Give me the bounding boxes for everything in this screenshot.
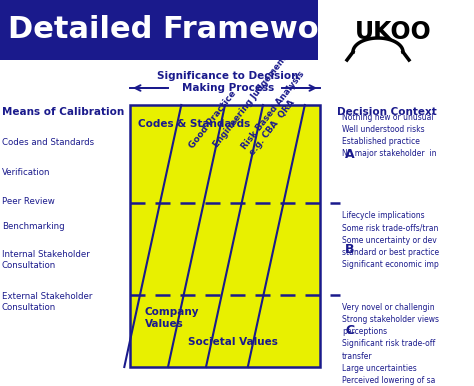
Text: Detailed Framework: Detailed Framework — [8, 15, 354, 44]
Text: Peer Review: Peer Review — [2, 197, 55, 206]
Text: Codes & Standards: Codes & Standards — [138, 119, 250, 129]
Text: B: B — [345, 242, 355, 256]
Text: C: C — [345, 325, 354, 337]
Text: Decision Context: Decision Context — [337, 107, 437, 117]
Text: Significance to Decision
Making Process: Significance to Decision Making Process — [157, 71, 299, 93]
Text: Company
Values: Company Values — [145, 307, 200, 328]
Text: Internal Stakeholder
Consultation: Internal Stakeholder Consultation — [2, 250, 90, 270]
Text: UKOO: UKOO — [355, 20, 432, 44]
Text: Lifecycle implications
Some risk trade-offs/tran
Some uncertainty or dev
standar: Lifecycle implications Some risk trade-o… — [342, 211, 439, 269]
Text: Benchmarking: Benchmarking — [2, 222, 64, 231]
Text: Risk Based Analysis
e.g. CBA  QRA: Risk Based Analysis e.g. CBA QRA — [240, 69, 315, 157]
Text: Good Practice: Good Practice — [187, 89, 237, 151]
Text: Very novel or challengin
Strong stakeholder views
perceptions
Significant risk t: Very novel or challengin Strong stakehol… — [342, 303, 439, 385]
Text: Nothing new or unusual
Well understood risks
Established practice
No major stake: Nothing new or unusual Well understood r… — [342, 113, 437, 158]
Text: Codes and Standards: Codes and Standards — [2, 138, 94, 147]
Bar — [130, 105, 320, 367]
Text: Engineering Judgement: Engineering Judgement — [212, 53, 289, 149]
Bar — [0, 0, 318, 60]
Text: A: A — [345, 147, 355, 161]
Text: Means of Calibration: Means of Calibration — [2, 107, 124, 117]
Text: Verification: Verification — [2, 168, 51, 177]
Text: External Stakeholder
Consultation: External Stakeholder Consultation — [2, 292, 92, 312]
Text: Societal Values: Societal Values — [188, 337, 278, 347]
